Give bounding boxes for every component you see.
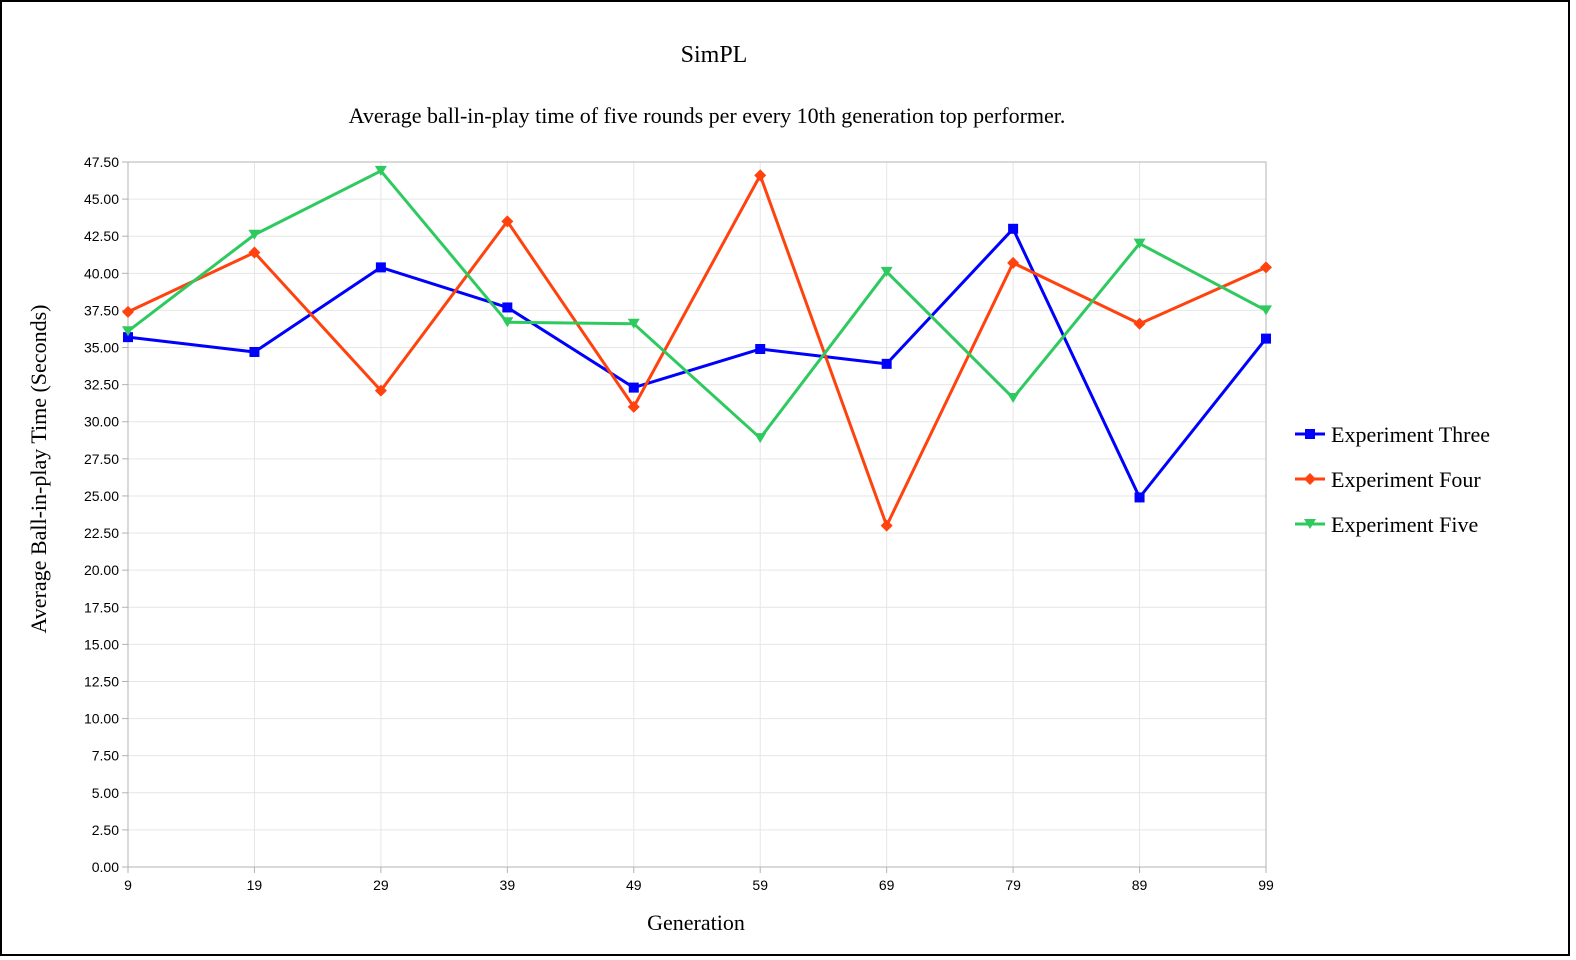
data-point-experiment-four (1133, 317, 1146, 330)
y-tick-label: 35.00 (84, 340, 119, 356)
data-point-experiment-three (249, 346, 260, 357)
series-line-experiment-four (126, 173, 1268, 528)
y-tick-label: 40.00 (84, 265, 119, 281)
data-point-experiment-four (880, 519, 893, 532)
x-tick-label: 99 (1258, 877, 1274, 893)
x-tick-label: 69 (879, 877, 895, 893)
y-tick-label: 2.50 (92, 822, 119, 838)
y-tick-label: 45.00 (84, 191, 119, 207)
series-experiment-five (122, 165, 1272, 444)
y-tick-label: 22.50 (84, 525, 119, 541)
legend-item-experiment-three: Experiment Three (1295, 422, 1490, 447)
series-line-experiment-five (126, 169, 1268, 440)
y-tick-label: 17.50 (84, 599, 119, 615)
data-point-experiment-five (754, 433, 767, 444)
data-point-experiment-four (1260, 261, 1272, 274)
data-point-experiment-five (880, 266, 893, 277)
data-point-experiment-three (628, 382, 639, 393)
y-tick-label: 27.50 (84, 451, 119, 467)
data-point-experiment-four (501, 215, 514, 228)
plot-area-border (127, 161, 1267, 868)
y-tick-label: 32.50 (84, 377, 119, 393)
y-tick-label: 15.00 (84, 636, 119, 652)
x-tick-label: 29 (373, 877, 389, 893)
legend-marker (1304, 473, 1316, 485)
x-tick-label: 59 (752, 877, 768, 893)
data-point-experiment-three (1008, 223, 1019, 234)
legend-marker (1304, 519, 1316, 529)
data-point-experiment-three (1134, 492, 1145, 503)
data-point-experiment-five (374, 165, 387, 176)
y-tick-label: 0.00 (92, 859, 119, 875)
legend-item-experiment-four: Experiment Four (1295, 467, 1481, 492)
y-tick-label: 42.50 (84, 228, 119, 244)
series-group (122, 165, 1272, 532)
x-tick-labels: 9 19 29 39 49 59 69 79 89 99 (124, 877, 1274, 893)
y-tick-label: 30.00 (84, 414, 119, 430)
data-point-experiment-four (122, 305, 134, 318)
data-point-experiment-three (123, 332, 133, 343)
y-tick-label: 20.00 (84, 562, 119, 578)
x-tick-label: 9 (124, 877, 132, 893)
data-point-experiment-five (122, 326, 134, 337)
data-point-experiment-five (1007, 392, 1020, 403)
y-tick-label: 25.00 (84, 488, 119, 504)
legend-label: Experiment Three (1331, 422, 1490, 447)
legend-label: Experiment Five (1331, 512, 1478, 537)
x-tick-label: 49 (626, 877, 642, 893)
legend-item-experiment-five: Experiment Five (1295, 512, 1478, 537)
y-tick-label: 37.50 (84, 302, 119, 318)
legend-label: Experiment Four (1331, 467, 1481, 492)
chart-subtitle: Average ball-in-play time of five rounds… (349, 103, 1066, 128)
data-point-experiment-three (1261, 333, 1271, 344)
data-point-experiment-five (1260, 305, 1272, 316)
y-tick-label: 12.50 (84, 673, 119, 689)
series-experiment-four (122, 169, 1272, 532)
data-point-experiment-four (627, 400, 640, 413)
data-point-experiment-three (881, 358, 892, 369)
y-tick-label: 5.00 (92, 785, 119, 801)
x-tick-label: 39 (500, 877, 516, 893)
x-tick-label: 79 (1005, 877, 1021, 893)
data-point-experiment-five (248, 229, 261, 240)
legend: Experiment Three Experiment Four Experimen… (1295, 422, 1490, 537)
data-point-experiment-four (1007, 256, 1020, 269)
y-axis-title: Average Ball-in-play Time (Seconds) (26, 305, 51, 634)
data-point-experiment-four (374, 384, 387, 397)
data-point-experiment-four (248, 246, 261, 259)
data-point-experiment-three (375, 262, 386, 273)
y-tick-label: 10.00 (84, 711, 119, 727)
axes (122, 161, 1267, 873)
grid-lines (127, 161, 1267, 868)
series-experiment-three (123, 223, 1271, 503)
y-tick-labels: 0.00 2.50 5.00 7.50 10.00 12.50 15.00 17.50 20.0… (84, 154, 119, 875)
data-point-experiment-five (627, 318, 640, 329)
chart-title: SimPL (681, 42, 748, 68)
x-axis-title: Generation (647, 910, 745, 935)
y-tick-label: 7.50 (92, 748, 119, 764)
legend-marker (1305, 429, 1315, 439)
x-tick-label: 19 (247, 877, 263, 893)
y-tick-label: 47.50 (84, 154, 119, 170)
x-tick-label: 89 (1132, 877, 1148, 893)
data-point-experiment-five (1133, 238, 1146, 249)
data-point-experiment-three (502, 302, 513, 313)
data-point-experiment-four (754, 169, 767, 182)
data-point-experiment-five (501, 317, 514, 328)
series-line-experiment-three (126, 227, 1268, 499)
data-point-experiment-three (755, 344, 766, 355)
